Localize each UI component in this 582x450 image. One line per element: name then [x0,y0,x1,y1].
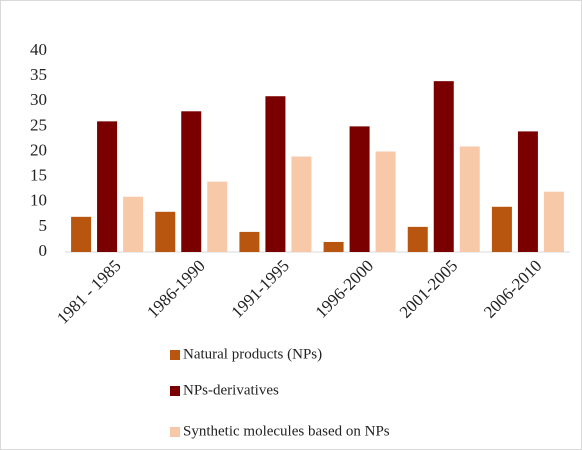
bar [459,146,480,252]
bar [71,216,92,252]
y-tick-label: 25 [30,115,47,134]
bar [207,181,228,252]
bar [375,151,396,252]
y-tick-label: 10 [30,191,47,210]
bar [433,81,454,253]
legend-label: NPs-derivatives [183,382,279,398]
bar [491,206,512,252]
legend: Natural products (NPs) NPs-derivatives Syn… [170,346,390,439]
bar [407,226,428,252]
y-tick-label: 20 [30,140,47,159]
bar [123,196,144,252]
bar [97,121,118,252]
bar [349,126,370,252]
bar [291,156,312,252]
bar [517,131,538,252]
bar [543,191,564,252]
bar [155,211,176,252]
y-tick-label: 40 [30,40,47,59]
y-tick-label: 15 [30,166,47,185]
legend-swatch [170,427,180,437]
legend-swatch [170,350,180,360]
y-tick-label: 30 [30,90,47,109]
bar [265,96,286,252]
y-tick-label: 0 [39,241,48,260]
y-tick-label: 35 [30,65,47,84]
bar [181,111,202,252]
bar [239,231,260,252]
y-tick-label: 5 [39,216,48,235]
legend-label: Synthetic molecules based on NPs [183,423,390,439]
legend-label: Natural products (NPs) [183,346,322,362]
legend-swatch [170,386,180,396]
bar [323,241,344,252]
